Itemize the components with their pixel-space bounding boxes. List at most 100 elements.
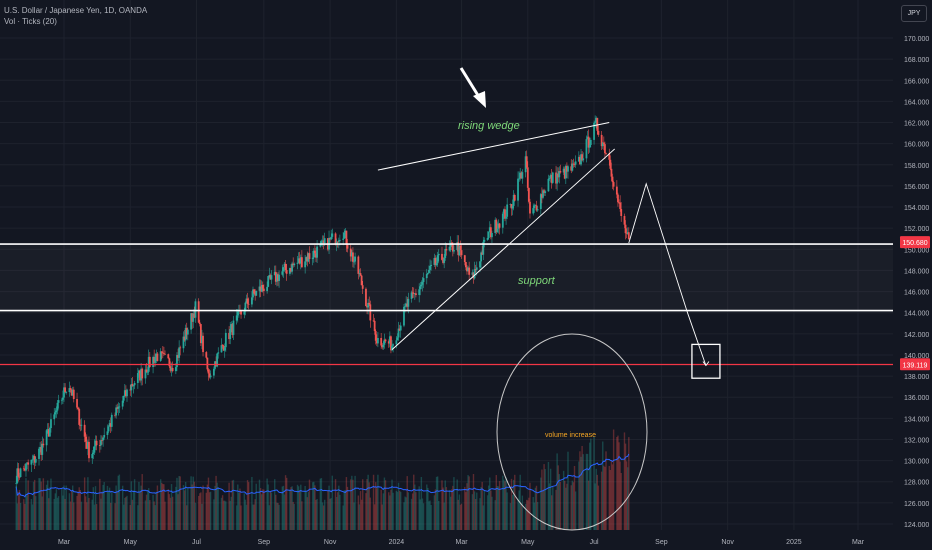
volume-bar bbox=[26, 495, 28, 530]
volume-bar bbox=[365, 493, 367, 530]
candle-body bbox=[334, 233, 337, 244]
candle-body bbox=[182, 336, 185, 349]
volume-bar bbox=[236, 505, 238, 530]
candle-body bbox=[391, 345, 393, 351]
candle-body bbox=[64, 387, 66, 393]
volume-bar bbox=[76, 495, 78, 530]
volume-bar bbox=[17, 491, 20, 530]
volume-bar bbox=[48, 498, 50, 530]
support-label: support bbox=[518, 275, 556, 287]
volume-bar bbox=[230, 496, 232, 530]
x-tick-label: May bbox=[124, 539, 138, 546]
candle-body bbox=[159, 351, 162, 361]
volume-bar bbox=[549, 468, 552, 530]
volume-bar bbox=[357, 495, 360, 530]
candle-body bbox=[533, 205, 536, 209]
x-tick-label: Nov bbox=[324, 539, 337, 546]
candle-body bbox=[419, 286, 422, 290]
price-badge bbox=[900, 358, 930, 371]
volume-bar bbox=[578, 461, 580, 530]
volume-bar bbox=[162, 484, 164, 530]
candle-body bbox=[608, 153, 611, 160]
currency-button[interactable]: JPY bbox=[901, 5, 927, 22]
volume-bar bbox=[68, 493, 71, 530]
candle-body bbox=[212, 368, 215, 376]
candle-body bbox=[190, 313, 192, 330]
candle-body bbox=[261, 284, 264, 289]
volume-bar bbox=[464, 486, 466, 530]
candle-body bbox=[131, 384, 134, 387]
candle-body bbox=[399, 325, 402, 331]
candle-body bbox=[79, 424, 82, 426]
volume-bar bbox=[281, 486, 284, 530]
volume-bar bbox=[555, 489, 557, 530]
volume-bar bbox=[57, 496, 60, 530]
volume-bar bbox=[316, 498, 318, 530]
volume-bar bbox=[200, 492, 202, 530]
candle-body bbox=[78, 409, 81, 425]
candle-body bbox=[228, 332, 230, 340]
volume-bar bbox=[433, 495, 436, 530]
candle-body bbox=[292, 263, 295, 266]
volume-bar bbox=[467, 475, 469, 530]
candle-body bbox=[467, 267, 469, 272]
candle-body bbox=[154, 356, 157, 363]
candle-body bbox=[177, 355, 179, 358]
volume-bar bbox=[93, 504, 96, 530]
candle-body bbox=[57, 400, 60, 403]
pointer-arrow-icon bbox=[459, 67, 481, 98]
candle-body bbox=[76, 399, 78, 408]
candle-body bbox=[558, 171, 561, 178]
chart-legend: U.S. Dollar / Japanese Yen, 1D, OANDA Vo… bbox=[4, 5, 147, 27]
candle-body bbox=[587, 136, 590, 148]
candle-body bbox=[475, 267, 478, 270]
x-tick-label: Jul bbox=[590, 539, 599, 546]
volume-bar bbox=[38, 478, 40, 530]
volume-bar bbox=[582, 454, 584, 530]
y-tick-label: 168.000 bbox=[904, 57, 929, 64]
candle-body bbox=[627, 232, 630, 239]
volume-bar bbox=[502, 475, 504, 530]
volume-bar bbox=[435, 476, 438, 530]
candle-body bbox=[413, 293, 416, 295]
candle-body bbox=[444, 248, 447, 258]
candle-body bbox=[42, 443, 45, 446]
candle-body bbox=[433, 257, 436, 265]
volume-bar bbox=[262, 489, 264, 530]
volume-bar bbox=[457, 499, 459, 530]
x-tick-label: Mar bbox=[58, 539, 71, 546]
candle-body bbox=[388, 336, 391, 344]
candle-body bbox=[406, 303, 409, 307]
candle-body bbox=[572, 163, 575, 165]
volume-bar bbox=[130, 481, 133, 530]
volume-bar bbox=[415, 492, 417, 530]
candle-body bbox=[425, 274, 428, 279]
candle-body bbox=[520, 172, 523, 179]
candle-body bbox=[291, 263, 293, 272]
volume-bars bbox=[15, 429, 630, 530]
volume-bar bbox=[465, 492, 467, 530]
x-tick-label: Nov bbox=[721, 539, 734, 546]
candle-body bbox=[102, 437, 105, 441]
volume-bar bbox=[376, 488, 378, 530]
candle-body bbox=[240, 311, 242, 315]
candle-body bbox=[118, 406, 121, 408]
candle-body bbox=[605, 153, 607, 154]
candle-body bbox=[610, 168, 613, 177]
volume-bar bbox=[197, 495, 200, 530]
volume-bar bbox=[589, 442, 591, 530]
candle-body bbox=[434, 257, 437, 266]
volume-bar bbox=[277, 502, 279, 530]
volume-bar bbox=[276, 502, 278, 530]
volume-bar bbox=[503, 479, 505, 530]
candle-body bbox=[344, 230, 347, 233]
volume-bar bbox=[328, 485, 330, 530]
candle-body bbox=[525, 156, 528, 168]
candle-body bbox=[197, 301, 200, 323]
volume-bar bbox=[245, 504, 248, 530]
volume-bar bbox=[232, 479, 235, 530]
volume-bar bbox=[95, 504, 98, 530]
candle-body bbox=[486, 237, 489, 240]
candle-body bbox=[138, 370, 140, 374]
